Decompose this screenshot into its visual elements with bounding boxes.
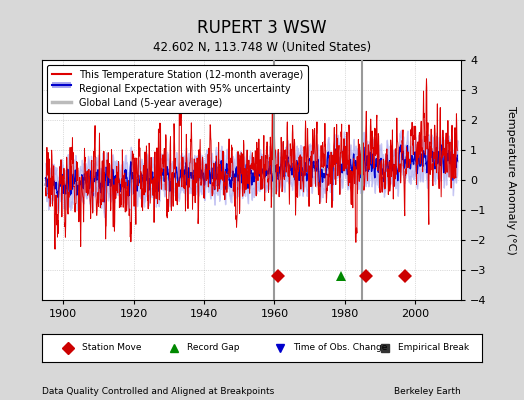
Text: RUPERT 3 WSW: RUPERT 3 WSW bbox=[197, 19, 327, 37]
Text: Data Quality Controlled and Aligned at Breakpoints: Data Quality Controlled and Aligned at B… bbox=[42, 388, 274, 396]
Text: Time of Obs. Change: Time of Obs. Change bbox=[293, 344, 387, 352]
Y-axis label: Temperature Anomaly (°C): Temperature Anomaly (°C) bbox=[506, 106, 516, 254]
Text: Berkeley Earth: Berkeley Earth bbox=[395, 388, 461, 396]
Text: Record Gap: Record Gap bbox=[187, 344, 239, 352]
Text: 42.602 N, 113.748 W (United States): 42.602 N, 113.748 W (United States) bbox=[153, 42, 371, 54]
Legend: This Temperature Station (12-month average), Regional Expectation with 95% uncer: This Temperature Station (12-month avera… bbox=[47, 65, 308, 113]
Text: Station Move: Station Move bbox=[82, 344, 141, 352]
Text: Empirical Break: Empirical Break bbox=[398, 344, 470, 352]
